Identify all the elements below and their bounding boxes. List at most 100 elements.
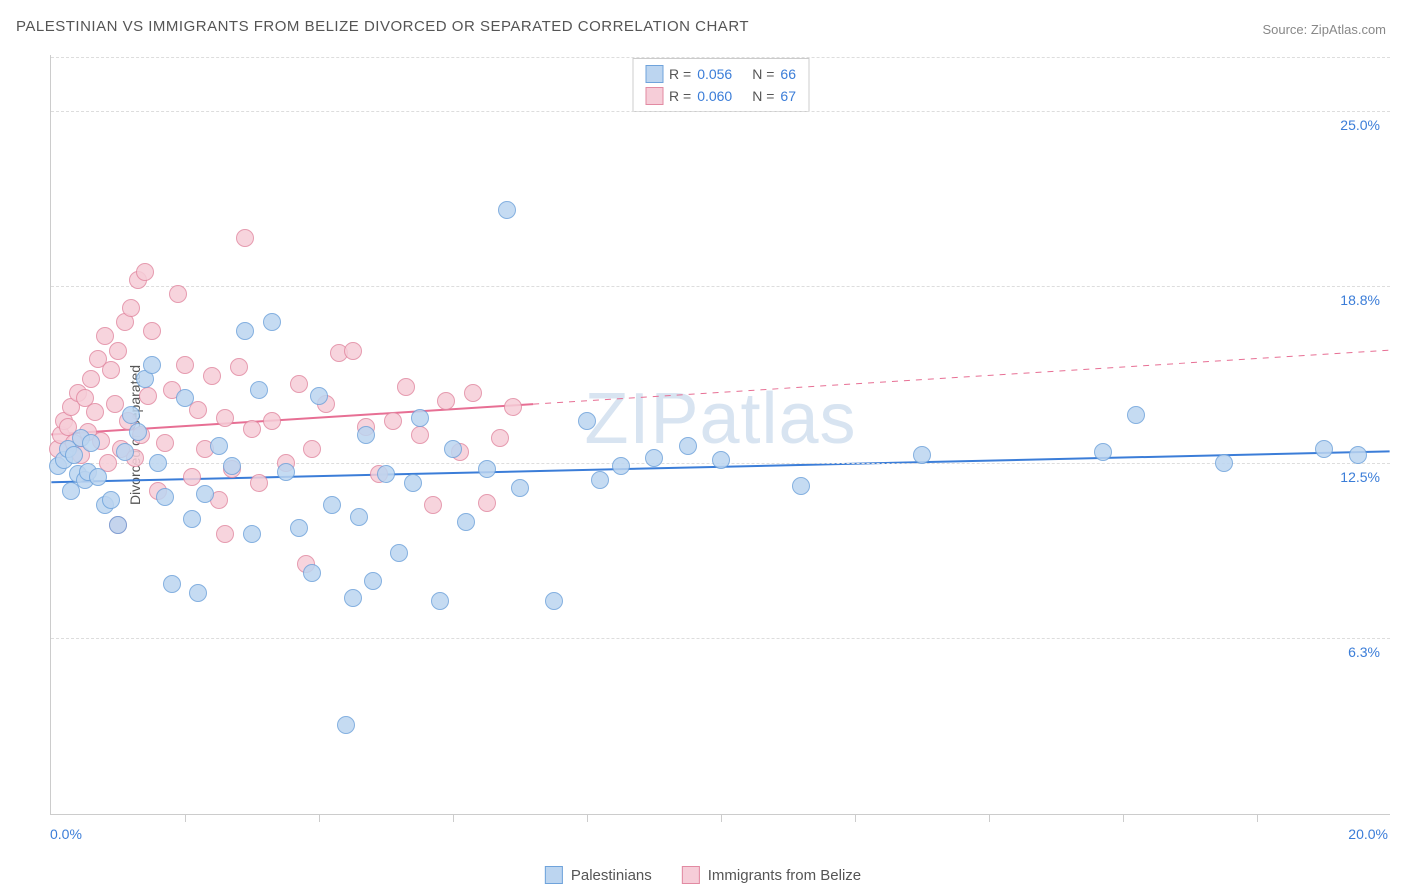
scatter-point bbox=[679, 437, 697, 455]
gridline bbox=[51, 111, 1390, 112]
scatter-point bbox=[277, 463, 295, 481]
scatter-point bbox=[223, 457, 241, 475]
legend-stat-row: R =0.060N =67 bbox=[645, 85, 796, 107]
x-axis-min-label: 0.0% bbox=[50, 826, 82, 842]
gridline bbox=[51, 286, 1390, 287]
scatter-point bbox=[230, 358, 248, 376]
r-value: 0.060 bbox=[697, 88, 732, 104]
scatter-point bbox=[377, 465, 395, 483]
scatter-point bbox=[250, 474, 268, 492]
scatter-point bbox=[89, 468, 107, 486]
legend-item: Immigrants from Belize bbox=[682, 866, 861, 884]
x-tick bbox=[319, 814, 320, 822]
scatter-point bbox=[612, 457, 630, 475]
y-tick-label: 18.8% bbox=[1340, 292, 1380, 308]
watermark: ZIPatlas bbox=[584, 378, 856, 460]
x-tick bbox=[855, 814, 856, 822]
scatter-point bbox=[397, 378, 415, 396]
scatter-point bbox=[189, 584, 207, 602]
gridline bbox=[51, 57, 1390, 58]
scatter-point bbox=[303, 440, 321, 458]
scatter-point bbox=[210, 437, 228, 455]
scatter-point bbox=[350, 508, 368, 526]
legend-label: Palestinians bbox=[571, 867, 652, 884]
scatter-point bbox=[478, 460, 496, 478]
legend-swatch bbox=[682, 866, 700, 884]
scatter-point bbox=[545, 592, 563, 610]
scatter-point bbox=[106, 395, 124, 413]
x-tick bbox=[721, 814, 722, 822]
scatter-point bbox=[303, 564, 321, 582]
scatter-point bbox=[216, 409, 234, 427]
gridline bbox=[51, 638, 1390, 639]
scatter-point bbox=[263, 412, 281, 430]
scatter-point bbox=[136, 263, 154, 281]
scatter-point bbox=[337, 716, 355, 734]
x-tick bbox=[185, 814, 186, 822]
legend-item: Palestinians bbox=[545, 866, 652, 884]
scatter-point bbox=[183, 510, 201, 528]
scatter-point bbox=[156, 434, 174, 452]
scatter-point bbox=[163, 575, 181, 593]
scatter-point bbox=[498, 201, 516, 219]
y-tick-label: 12.5% bbox=[1340, 469, 1380, 485]
scatter-point bbox=[196, 485, 214, 503]
scatter-point bbox=[263, 313, 281, 331]
y-tick-label: 25.0% bbox=[1340, 117, 1380, 133]
legend-stats-box: R = 0.056 N = 66R = 0.060 N = 67 bbox=[632, 58, 809, 112]
scatter-point bbox=[913, 446, 931, 464]
scatter-point bbox=[216, 525, 234, 543]
n-value: 67 bbox=[780, 88, 796, 104]
scatter-point bbox=[464, 384, 482, 402]
scatter-point bbox=[236, 229, 254, 247]
scatter-point bbox=[139, 387, 157, 405]
scatter-point bbox=[109, 342, 127, 360]
scatter-point bbox=[1315, 440, 1333, 458]
n-value: 66 bbox=[780, 66, 796, 82]
legend-swatch bbox=[545, 866, 563, 884]
scatter-point bbox=[102, 491, 120, 509]
x-tick bbox=[453, 814, 454, 822]
scatter-point bbox=[411, 409, 429, 427]
scatter-point bbox=[122, 299, 140, 317]
scatter-point bbox=[143, 322, 161, 340]
legend-swatch bbox=[645, 65, 663, 83]
scatter-point bbox=[424, 496, 442, 514]
scatter-point bbox=[203, 367, 221, 385]
n-label: N = bbox=[752, 88, 774, 104]
scatter-point bbox=[792, 477, 810, 495]
scatter-point bbox=[290, 375, 308, 393]
scatter-point bbox=[82, 370, 100, 388]
y-tick-label: 6.3% bbox=[1348, 644, 1380, 660]
plot-area: Divorced or Separated ZIPatlas R =0.056N… bbox=[50, 55, 1390, 815]
source-label: Source: ZipAtlas.com bbox=[1262, 22, 1386, 37]
scatter-point bbox=[344, 342, 362, 360]
r-value: 0.056 bbox=[697, 66, 732, 82]
scatter-point bbox=[176, 356, 194, 374]
scatter-point bbox=[1215, 454, 1233, 472]
scatter-point bbox=[504, 398, 522, 416]
r-label: R = bbox=[669, 66, 691, 82]
chart-title: PALESTINIAN VS IMMIGRANTS FROM BELIZE DI… bbox=[16, 18, 749, 35]
x-tick bbox=[1257, 814, 1258, 822]
scatter-point bbox=[1127, 406, 1145, 424]
scatter-point bbox=[591, 471, 609, 489]
scatter-point bbox=[169, 285, 187, 303]
scatter-point bbox=[310, 387, 328, 405]
x-tick bbox=[989, 814, 990, 822]
scatter-point bbox=[143, 356, 161, 374]
scatter-point bbox=[122, 406, 140, 424]
scatter-point bbox=[176, 389, 194, 407]
scatter-point bbox=[578, 412, 596, 430]
scatter-point bbox=[404, 474, 422, 492]
scatter-point bbox=[290, 519, 308, 537]
n-label: N = bbox=[752, 66, 774, 82]
scatter-point bbox=[183, 468, 201, 486]
scatter-point bbox=[149, 454, 167, 472]
scatter-point bbox=[437, 392, 455, 410]
scatter-point bbox=[344, 589, 362, 607]
scatter-point bbox=[236, 322, 254, 340]
scatter-point bbox=[129, 423, 147, 441]
legend-stat-row: R = 0.056 N = 66 bbox=[645, 63, 796, 85]
scatter-point bbox=[323, 496, 341, 514]
